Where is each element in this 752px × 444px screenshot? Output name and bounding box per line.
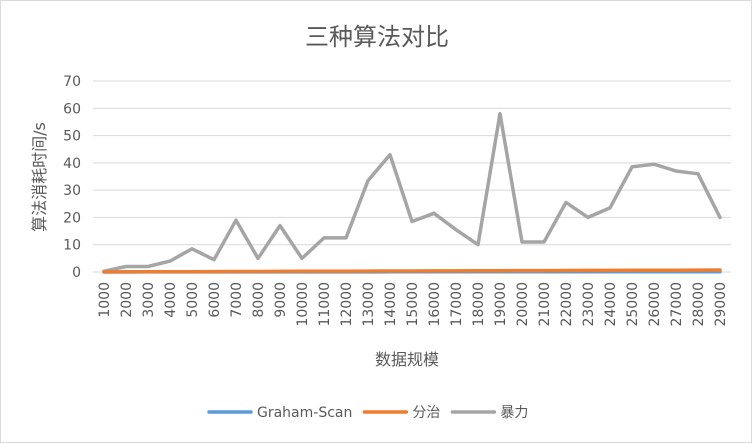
x-tick-label: 10000: [295, 282, 311, 327]
x-tick-label: 29000: [713, 282, 729, 327]
gridlines: [93, 81, 731, 272]
x-tick-label: 1000: [97, 282, 113, 318]
y-axis-ticks: 0 10 20 30 40 50 60 70: [63, 74, 81, 281]
x-tick-label: 9000: [273, 282, 289, 318]
x-tick-label: 19000: [493, 282, 509, 327]
x-axis-title: 数据规模: [375, 350, 439, 369]
legend-label: Graham-Scan: [257, 405, 352, 421]
legend-item: Graham-Scan: [209, 405, 352, 421]
chart-title: 三种算法对比: [305, 23, 449, 51]
series-line-1: [104, 270, 720, 272]
x-tick-label: 26000: [647, 282, 663, 327]
legend-label: 暴力: [500, 405, 528, 421]
series-lines: [104, 114, 720, 272]
x-tick-label: 2000: [119, 282, 135, 318]
x-tick-label: 14000: [383, 282, 399, 327]
y-tick-label: 40: [63, 156, 81, 172]
x-tick-label: 15000: [405, 282, 421, 327]
x-tick-label: 27000: [669, 282, 685, 327]
x-tick-label: 17000: [449, 282, 465, 327]
x-tick-label: 23000: [581, 282, 597, 327]
x-tick-label: 4000: [163, 282, 179, 318]
legend-label: 分治: [412, 405, 440, 421]
x-tick-label: 21000: [537, 282, 553, 327]
legend-item: 分治: [364, 405, 440, 421]
y-tick-label: 50: [63, 129, 81, 145]
legend: Graham-Scan 分治 暴力: [209, 405, 528, 421]
y-tick-label: 10: [63, 238, 81, 254]
x-tick-label: 3000: [141, 282, 157, 318]
x-tick-label: 11000: [317, 282, 333, 327]
x-tick-label: 12000: [339, 282, 355, 327]
y-tick-label: 0: [72, 265, 81, 281]
x-tick-label: 5000: [185, 282, 201, 318]
y-tick-label: 30: [63, 183, 81, 199]
x-tick-label: 16000: [427, 282, 443, 327]
y-tick-label: 70: [63, 74, 81, 90]
x-tick-label: 28000: [691, 282, 707, 327]
y-axis-title: 算法消耗时间/s: [30, 122, 49, 232]
x-tick-label: 24000: [603, 282, 619, 327]
y-tick-label: 60: [63, 101, 81, 117]
x-tick-label: 6000: [207, 282, 223, 318]
x-tick-label: 20000: [515, 282, 531, 327]
x-tick-label: 22000: [559, 282, 575, 327]
y-tick-label: 20: [63, 210, 81, 226]
series-line-2: [104, 114, 720, 272]
x-axis-ticks: 1000 2000 3000 4000 5000 6000 7000 8000 9000 1000…: [97, 282, 729, 327]
x-tick-label: 7000: [229, 282, 245, 318]
x-tick-label: 13000: [361, 282, 377, 327]
legend-item: 暴力: [452, 405, 528, 421]
x-tick-label: 25000: [625, 282, 641, 327]
x-tick-label: 8000: [251, 282, 267, 318]
x-tick-label: 18000: [471, 282, 487, 327]
